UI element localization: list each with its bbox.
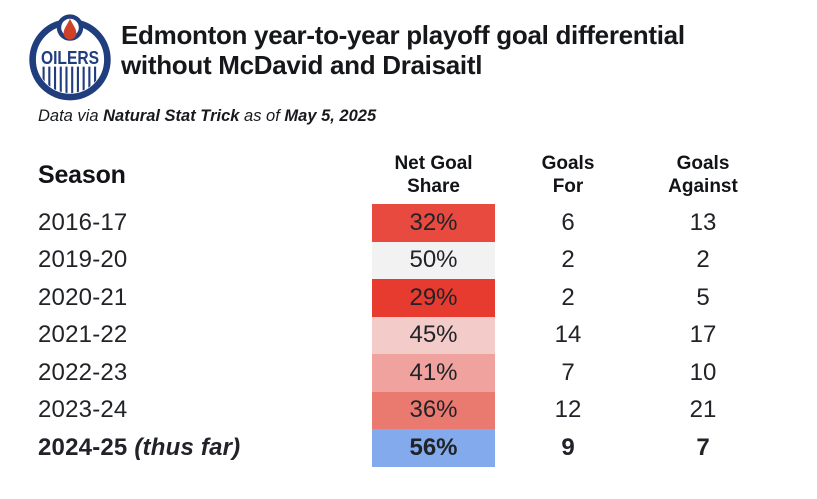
season-cell: 2019-20 bbox=[38, 246, 128, 274]
column-header-net-goal-share: Net Goal Share bbox=[394, 152, 473, 197]
subtitle-middle: as of bbox=[239, 107, 285, 125]
goals-for-cell: 12 bbox=[554, 396, 582, 424]
season-cell: 2023-24 bbox=[38, 396, 128, 424]
oilers-logo: OILERS bbox=[29, 14, 111, 101]
title-line-1: Edmonton year-to-year playoff goal diffe… bbox=[121, 20, 685, 50]
subtitle-source: Natural Stat Trick bbox=[103, 107, 240, 125]
net-goal-share-cell: 29% bbox=[372, 279, 495, 317]
goals-against-cell: 21 bbox=[689, 396, 717, 424]
season-cell: 2016-17 bbox=[38, 208, 128, 236]
goals-against-cell: 5 bbox=[696, 283, 710, 311]
goals-against-cell: 7 bbox=[696, 433, 710, 461]
table-row: 2021-22 45% 14 17 bbox=[38, 316, 817, 354]
goals-against-cell: 2 bbox=[696, 246, 710, 274]
net-goal-share-cell: 45% bbox=[372, 316, 495, 354]
header: OILERS Edmonton year-to-year playoff goa… bbox=[0, 0, 817, 101]
page-title: Edmonton year-to-year playoff goal diffe… bbox=[121, 13, 685, 80]
goals-for-cell: 2 bbox=[561, 283, 575, 311]
net-goal-share-cell: 36% bbox=[372, 391, 495, 429]
goals-against-cell: 17 bbox=[689, 321, 717, 349]
column-header-goals-for: Goals For bbox=[541, 152, 595, 197]
table-row: 2023-24 36% 12 21 bbox=[38, 391, 817, 429]
column-header-season: Season bbox=[38, 160, 126, 189]
title-line-2: without McDavid and Draisaitl bbox=[121, 50, 483, 80]
season-cell: 2022-23 bbox=[38, 358, 128, 386]
table-header-row: Season Net Goal Share Goals For Goals Ag… bbox=[38, 146, 817, 204]
column-header-goals-against: Goals Against bbox=[668, 152, 738, 197]
net-goal-share-cell: 50% bbox=[372, 241, 495, 279]
season-cell: 2020-21 bbox=[38, 283, 128, 311]
net-goal-share-cell: 32% bbox=[372, 204, 495, 242]
goals-for-cell: 6 bbox=[561, 208, 575, 236]
subtitle-date: May 5, 2025 bbox=[284, 107, 377, 125]
table-body: 2016-17 32% 6 13 2019-20 50% 2 2 2020-21… bbox=[38, 204, 817, 467]
table-row: 2016-17 32% 6 13 bbox=[38, 204, 817, 242]
oil-drop-icon bbox=[63, 18, 77, 40]
stats-table: Season Net Goal Share Goals For Goals Ag… bbox=[38, 146, 817, 467]
logo-stripes bbox=[42, 66, 97, 94]
logo-wordmark: OILERS bbox=[41, 47, 99, 68]
table-row: 2024-25 (thus far) 56% 9 7 bbox=[38, 429, 817, 467]
goals-against-cell: 10 bbox=[689, 358, 717, 386]
goals-for-cell: 14 bbox=[554, 321, 582, 349]
season-cell: 2024-25 (thus far) bbox=[38, 433, 241, 461]
goals-for-cell: 9 bbox=[561, 433, 575, 461]
table-row: 2020-21 29% 2 5 bbox=[38, 279, 817, 317]
goals-for-cell: 7 bbox=[561, 358, 575, 386]
net-goal-share-cell: 56% bbox=[372, 429, 495, 467]
subtitle-prefix: Data via bbox=[38, 107, 104, 125]
goals-for-cell: 2 bbox=[561, 246, 575, 274]
goals-against-cell: 13 bbox=[689, 208, 717, 236]
season-cell: 2021-22 bbox=[38, 321, 128, 349]
data-source-note: Data via Natural Stat Trick as of May 5,… bbox=[38, 107, 817, 126]
table-row: 2022-23 41% 7 10 bbox=[38, 354, 817, 392]
net-goal-share-cell: 41% bbox=[372, 354, 495, 392]
table-row: 2019-20 50% 2 2 bbox=[38, 241, 817, 279]
